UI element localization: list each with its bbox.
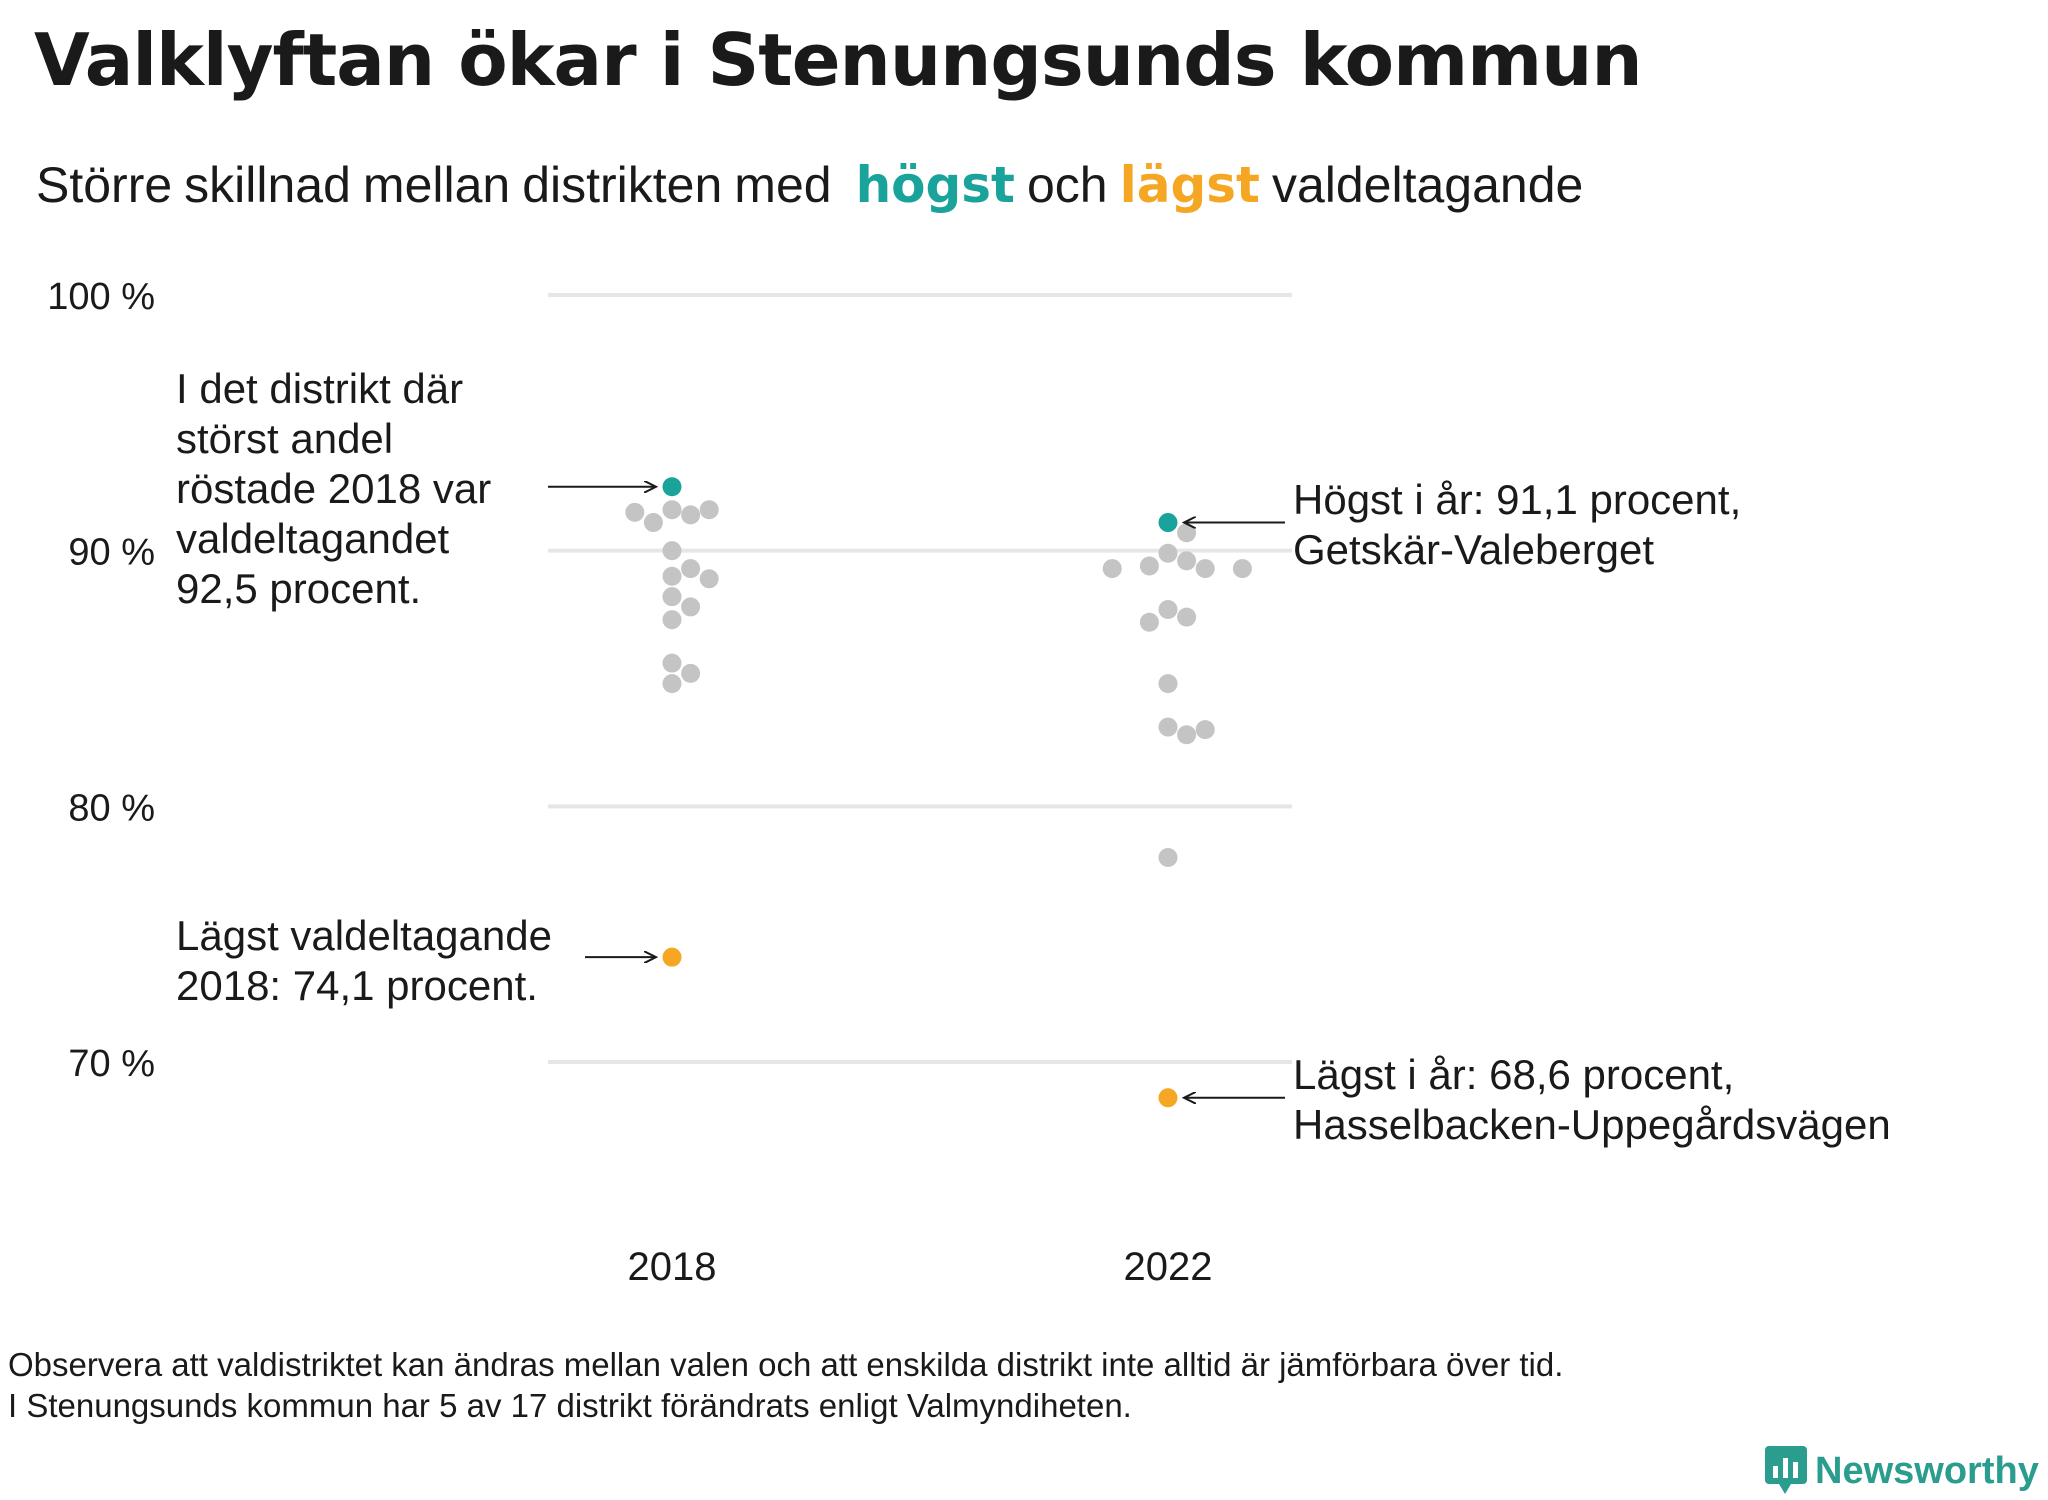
point-2018-7 [662, 566, 682, 586]
subtitle-middle-word: och [1026, 157, 1108, 213]
dot-plot-chart: 100 % 90 % 80 % 70 % 2018 2022 I det distrik… [47, 276, 1891, 1289]
point-2022-0 [1177, 523, 1197, 543]
subtitle-lead-word-0: Större [36, 157, 173, 213]
point-2018-2 [625, 502, 645, 522]
point-lowest-2018 [662, 947, 682, 967]
annotation-high-2022-line-1: Getskär-Valeberget [1293, 526, 1654, 573]
brand-logo: Newsworthy [1765, 1446, 2039, 1496]
point-2018-4 [643, 513, 663, 533]
footnote-line-2: I Stenungsunds kommun har 5 av 17 distri… [8, 1387, 1132, 1424]
footnote: Observera att valdistriktet kan ändras m… [8, 1344, 1563, 1426]
footnote-line-1: Observera att valdistriktet kan ändras m… [8, 1346, 1564, 1383]
point-2022-6 [1232, 559, 1252, 579]
point-2022-12 [1195, 720, 1215, 740]
subtitle-lead: Större skillnad mellan distrikten med [36, 157, 844, 213]
point-2022-7 [1158, 599, 1178, 619]
subtitle-tail-word-0: valdeltagande [1271, 157, 1584, 213]
subtitle-tail: valdeltagande [1272, 157, 1595, 213]
subtitle-lead-word-3: distrikten [522, 157, 723, 213]
point-highest-2022 [1158, 513, 1178, 533]
annotation-low-2018: Lägst valdeltagande 2018: 74,1 procent. [176, 912, 552, 1009]
subtitle-lowest-word: lägst [1119, 156, 1260, 214]
point-2022-5 [1102, 559, 1122, 579]
y-tick-label-70: 70 % [68, 1043, 155, 1085]
annotation-high-2018-line-2: röstade 2018 var [176, 465, 491, 512]
point-2018-0 [662, 500, 682, 520]
point-2022-8 [1177, 607, 1197, 627]
point-2018-11 [662, 610, 682, 630]
subtitle-highest-word: högst [855, 156, 1015, 214]
point-highest-2018 [662, 477, 682, 497]
annotation-high-2018-line-4: 92,5 procent. [176, 565, 421, 612]
annotations: I det distrikt där störst andel röstade 20… [176, 365, 1891, 1148]
y-tick-label-100: 100 % [47, 276, 155, 318]
point-2022-4 [1195, 559, 1215, 579]
annotation-high-2018-line-1: störst andel [176, 415, 393, 462]
point-2018-10 [681, 597, 701, 617]
point-2022-1 [1158, 543, 1178, 563]
point-2018-13 [681, 663, 701, 683]
point-2022-2 [1177, 551, 1197, 571]
point-2022-10 [1158, 674, 1178, 694]
point-2018-3 [681, 505, 701, 525]
annotation-arrows [548, 487, 1285, 1098]
point-2018-14 [662, 674, 682, 694]
x-tick-label-2022: 2022 [1124, 1245, 1213, 1289]
point-2018-6 [681, 559, 701, 579]
annotation-low-2022-line-1: Hasselbacken-Uppegårdsvägen [1293, 1101, 1891, 1148]
x-axis-tick-labels: 2018 2022 [628, 1245, 1213, 1289]
point-2022-14 [1158, 847, 1178, 867]
brand-name: Newsworthy [1815, 1449, 2039, 1492]
y-tick-label-90: 90 % [68, 532, 155, 574]
subtitle: Större skillnad mellan distrikten med högst oc… [36, 156, 1607, 214]
subtitle-lead-word-2: mellan [362, 157, 511, 213]
point-2022-3 [1139, 556, 1159, 576]
annotation-low-2022-line-0: Lägst i år: 68,6 procent, [1293, 1051, 1734, 1098]
point-2018-5 [662, 541, 682, 561]
point-2022-11 [1158, 717, 1178, 737]
annotation-high-2018-line-0: I det distrikt där [176, 365, 463, 412]
bar-chart-speech-bubble-icon [1765, 1446, 1807, 1494]
y-axis-tick-labels: 100 % 90 % 80 % 70 % [47, 276, 155, 1085]
data-points [625, 477, 1252, 1108]
point-2018-12 [662, 653, 682, 673]
point-2022-9 [1139, 612, 1159, 632]
annotation-low-2018-line-0: Lägst valdeltagande [176, 912, 552, 959]
point-2018-1 [699, 500, 719, 520]
annotation-low-2018-line-1: 2018: 74,1 procent. [176, 962, 538, 1009]
subtitle-lead-word-1: skillnad [184, 157, 351, 213]
subtitle-lead-word-4: med [734, 157, 832, 213]
annotation-high-2018-line-3: valdeltagandet [176, 515, 450, 562]
point-2018-8 [699, 569, 719, 589]
page-title: Valklyftan ökar i Stenungsunds kommun [34, 18, 1643, 102]
point-lowest-2022 [1158, 1088, 1178, 1108]
annotation-high-2022-line-0: Högst i år: 91,1 procent, [1293, 476, 1741, 523]
annotation-high-2022: Högst i år: 91,1 procent, Getskär-Valeber… [1293, 476, 1741, 573]
annotation-low-2022: Lägst i år: 68,6 procent, Hasselbacken-Up… [1293, 1051, 1891, 1148]
annotation-high-2018: I det distrikt där störst andel röstade 20… [176, 365, 491, 612]
x-tick-label-2018: 2018 [628, 1245, 717, 1289]
point-2018-9 [662, 587, 682, 607]
grid-lines [548, 293, 1292, 1064]
point-2022-13 [1177, 725, 1197, 745]
y-tick-label-80: 80 % [68, 787, 155, 829]
